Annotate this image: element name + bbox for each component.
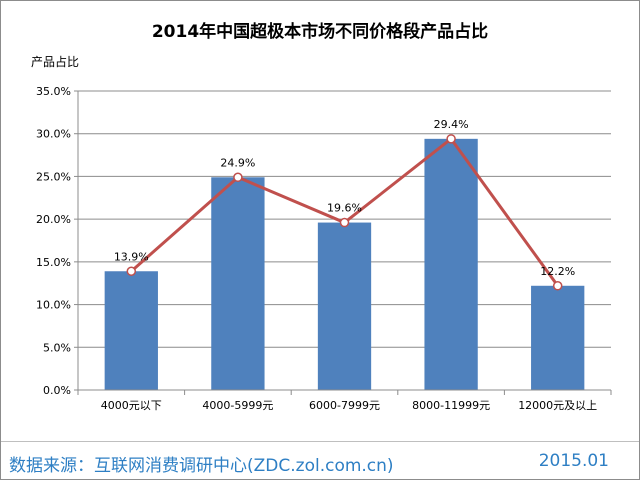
x-tick-label: 6000-7999元 [309,399,380,412]
data-label: 29.4% [434,118,469,131]
y-tick-label: 5.0% [43,341,71,354]
trend-marker [446,134,456,144]
y-tick-label: 25.0% [36,170,71,183]
bar [317,222,372,390]
bar [104,271,158,390]
x-tick-label: 8000-11999元 [412,399,490,412]
data-label: 13.9% [114,250,149,263]
y-tick-label: 15.0% [36,256,71,269]
bar [531,285,585,390]
plot-area: 0.0% 5.0% 10.0% 15.0% 20.0% 25.0% 30.0% 35.0% 40… [36,85,612,412]
trend-marker [552,281,563,291]
publish-date: 2015.01 [538,451,609,471]
data-label: 24.9% [220,156,255,169]
y-tick-label: 35.0% [36,85,71,98]
trend-marker [233,172,243,183]
x-tick-label: 12000元及以上 [518,399,597,412]
y-tick-label: 20.0% [36,213,71,226]
data-label: 19.6% [327,202,362,215]
data-source: 数据来源：互联网消费调研中心(ZDC.zol.com.cn) [9,456,394,476]
x-tick-label: 4000-5999元 [202,399,273,412]
data-label: 12.2% [540,265,575,278]
x-tick-label: 4000元以下 [101,399,162,412]
footer-divider [1,441,639,442]
y-tick-label: 0.0% [43,384,71,397]
y-axis-label: 产品占比 [31,55,80,69]
chart-title: 2014年中国超极本市场不同价格段产品占比 [151,22,489,42]
trend-marker [126,266,137,277]
bar [211,177,265,390]
y-tick-label: 10.0% [36,299,71,312]
bar [424,138,478,390]
trend-marker [339,217,350,228]
y-tick-label: 30.0% [36,128,71,141]
